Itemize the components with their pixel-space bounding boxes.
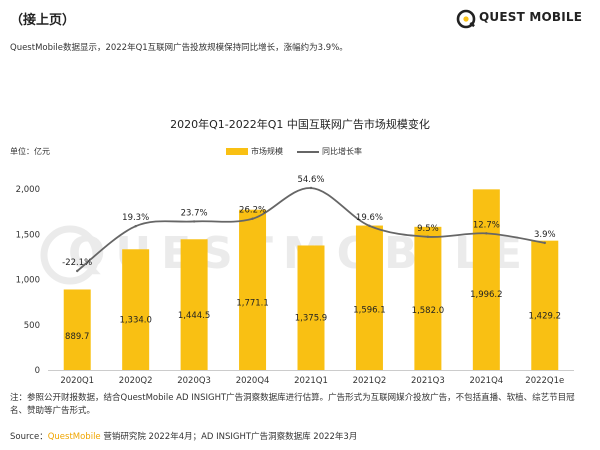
x-tick-label: 2021Q4 — [469, 376, 503, 386]
bar-2020Q3 — [180, 239, 208, 370]
x-tick-label: 2020Q1 — [60, 376, 94, 386]
growth-rate-label: 9.5% — [417, 224, 439, 234]
bar-2021Q3 — [414, 226, 442, 370]
y-tick-label: 500 — [24, 321, 40, 331]
questmobile-logo-icon — [456, 9, 476, 29]
legend-bar-label: 市场规模 — [251, 147, 283, 156]
legend-bar-swatch — [226, 148, 248, 155]
growth-rate-label: 19.3% — [122, 213, 149, 223]
bar-value-label: 889.7 — [65, 332, 89, 342]
chart-title: 2020年Q1-2022年Q1 中国互联网广告市场规模变化 — [170, 118, 430, 131]
bar-value-label: 1,771.1 — [236, 299, 268, 309]
source-rest: 营销研究院 2022年4月；AD INSIGHT广告洞察数据库 2022年3月 — [100, 432, 358, 442]
x-tick-label: 2020Q2 — [119, 376, 153, 386]
growth-rate-label: 3.9% — [534, 230, 556, 240]
bar-2020Q2 — [122, 249, 150, 370]
growth-rate-point-2021Q2 — [368, 224, 371, 228]
growth-rate-point-2021Q4 — [485, 232, 488, 235]
growth-rate-point-2020Q1 — [76, 269, 79, 273]
bar-value-label: 1,429.2 — [529, 312, 561, 322]
bar-value-label: 1,582.0 — [412, 306, 444, 316]
bar-2020Q4 — [239, 209, 267, 370]
bar-value-label: 1,596.1 — [353, 305, 385, 315]
bar-2022Q1e — [531, 240, 559, 370]
logo-text: QUEST MOBILE — [479, 10, 583, 24]
growth-rate-point-2020Q4 — [251, 217, 254, 220]
x-tick-label: 2020Q4 — [236, 376, 270, 386]
bar-value-label: 1,334.0 — [119, 315, 151, 325]
growth-rate-point-2022Q1e — [543, 241, 546, 245]
y-tick-label: 1,500 — [16, 230, 40, 240]
growth-rate-label: -22.1% — [62, 258, 92, 268]
source-prefix: Source： — [10, 432, 48, 442]
growth-rate-point-2020Q2 — [134, 224, 137, 228]
unit-label: 单位：亿元 — [10, 147, 50, 156]
bar-value-label: 1,444.5 — [178, 311, 210, 321]
growth-rate-label: 54.6% — [297, 175, 324, 185]
bar-2020Q1 — [63, 289, 91, 370]
growth-rate-label: 26.2% — [239, 206, 266, 216]
growth-rate-label: 23.7% — [181, 208, 208, 218]
legend-line-swatch — [297, 151, 319, 153]
x-tick-label: 2020Q3 — [177, 376, 211, 386]
continued-label: （接上页） — [10, 13, 76, 28]
legend-line-label: 同比增长率 — [322, 147, 362, 156]
y-tick-label: 0 — [35, 366, 40, 376]
source-line: Source：QuestMobile 营销研究院 2022年4月；AD INSI… — [10, 430, 357, 442]
y-tick-label: 1,000 — [16, 276, 40, 286]
bar-2021Q1 — [297, 245, 325, 370]
bar-2021Q2 — [355, 225, 383, 370]
x-tick-label: 2022Q1e — [525, 376, 564, 386]
bar-2021Q4 — [472, 189, 500, 370]
bar-value-label: 1,996.2 — [470, 290, 502, 300]
x-tick-label: 2021Q3 — [411, 376, 445, 386]
source-brand: QuestMobile — [47, 432, 101, 442]
x-tick-label: 2021Q1 — [294, 376, 328, 386]
growth-rate-label: 19.6% — [356, 213, 383, 223]
growth-rate-point-2021Q1 — [309, 186, 313, 190]
growth-rate-point-2021Q3 — [426, 235, 430, 239]
x-tick-label: 2021Q2 — [353, 376, 387, 386]
y-tick-label: 2,000 — [16, 185, 40, 195]
lead-text: QuestMobile数据显示，2022年Q1互联网广告投放规模保持同比增长，涨… — [10, 43, 348, 53]
bar-value-label: 1,375.9 — [295, 314, 327, 324]
growth-rate-label: 12.7% — [473, 220, 500, 230]
footnote: 注：参照公开财报数据，结合QuestMobile AD INSIGHT广告洞察数… — [10, 393, 575, 416]
growth-rate-point-2020Q3 — [192, 220, 196, 223]
